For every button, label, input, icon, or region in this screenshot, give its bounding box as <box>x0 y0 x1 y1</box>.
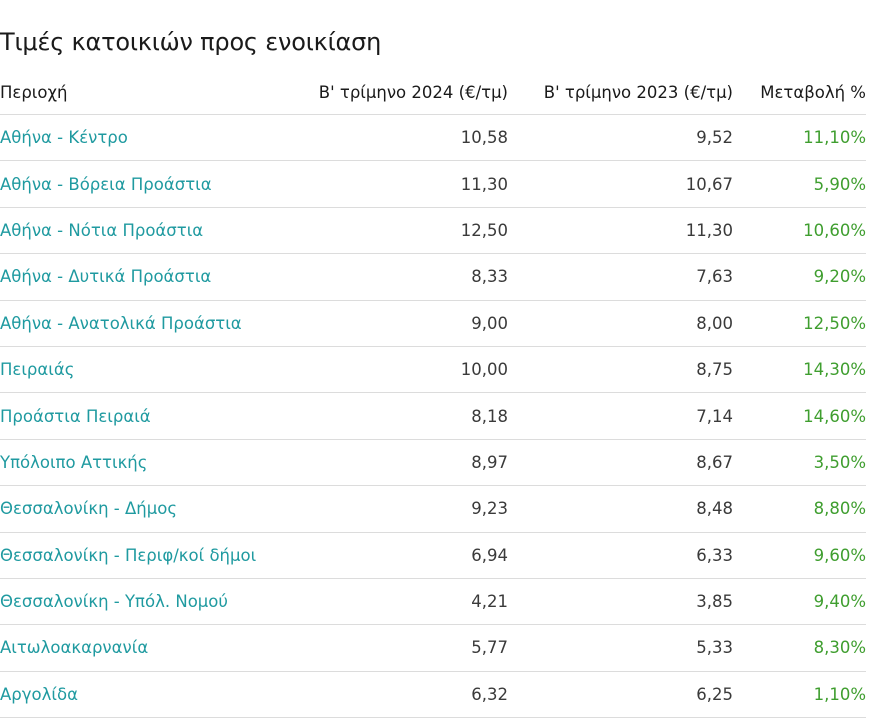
table-row: Πειραιάς 10,00 8,75 14,30% <box>0 346 866 394</box>
value-q2-2024: 5,77 <box>300 624 508 672</box>
value-q2-2023: 8,48 <box>508 485 733 533</box>
value-q2-2024: 11,30 <box>300 160 508 208</box>
value-q2-2023: 3,85 <box>508 578 733 626</box>
value-change: 8,30% <box>733 624 866 672</box>
table-row: Θεσσαλονίκη - Περιφ/κοί δήμοι 6,94 6,33 … <box>0 532 866 579</box>
region-link[interactable]: Θεσσαλονίκη - Περιφ/κοί δήμοι <box>0 532 300 579</box>
value-q2-2023: 5,33 <box>508 624 733 672</box>
value-change: 5,90% <box>733 160 866 208</box>
table-row: Αργολίδα 6,32 6,25 1,10% <box>0 671 866 719</box>
value-change: 11,10% <box>733 114 866 162</box>
column-header-region: Περιοχή <box>0 70 300 115</box>
table-row: Αθήνα - Κέντρο 10,58 9,52 11,10% <box>0 114 866 162</box>
value-change: 8,80% <box>733 485 866 533</box>
table-row: Αθήνα - Νότια Προάστια 12,50 11,30 10,60… <box>0 207 866 255</box>
column-header-q2-2023: Β' τρίμηνο 2023 (€/τμ) <box>508 70 733 115</box>
value-q2-2024: 8,33 <box>300 253 508 301</box>
region-link[interactable]: Αργολίδα <box>0 671 300 719</box>
value-q2-2023: 10,67 <box>508 160 733 208</box>
value-q2-2024: 8,18 <box>300 392 508 440</box>
region-link[interactable]: Αθήνα - Δυτικά Προάστια <box>0 253 300 301</box>
value-q2-2023: 6,25 <box>508 671 733 719</box>
value-q2-2024: 9,00 <box>300 300 508 347</box>
value-change: 9,20% <box>733 253 866 301</box>
table-row: Θεσσαλονίκη - Υπόλ. Νομού 4,21 3,85 9,40… <box>0 578 866 626</box>
region-link[interactable]: Αθήνα - Νότια Προάστια <box>0 207 300 255</box>
region-link[interactable]: Αιτωλοακαρνανία <box>0 624 300 672</box>
table-row: Αθήνα - Δυτικά Προάστια 8,33 7,63 9,20% <box>0 253 866 301</box>
value-q2-2024: 8,97 <box>300 439 508 487</box>
value-change: 14,30% <box>733 346 866 394</box>
value-q2-2024: 10,00 <box>300 346 508 394</box>
table-row: Αθήνα - Ανατολικά Προάστια 9,00 8,00 12,… <box>0 300 866 347</box>
table-row: Υπόλοιπο Αττικής 8,97 8,67 3,50% <box>0 439 866 487</box>
value-q2-2023: 7,63 <box>508 253 733 301</box>
region-link[interactable]: Προάστια Πειραιά <box>0 392 300 440</box>
value-change: 9,60% <box>733 532 866 579</box>
region-link[interactable]: Θεσσαλονίκη - Δήμος <box>0 485 300 533</box>
table-row: Αθήνα - Βόρεια Προάστια 11,30 10,67 5,90… <box>0 160 866 208</box>
value-q2-2023: 8,00 <box>508 300 733 347</box>
value-q2-2023: 8,67 <box>508 439 733 487</box>
value-q2-2023: 7,14 <box>508 392 733 440</box>
value-q2-2024: 10,58 <box>300 114 508 162</box>
region-link[interactable]: Αθήνα - Ανατολικά Προάστια <box>0 300 300 347</box>
value-q2-2024: 6,94 <box>300 532 508 579</box>
table-row: Προάστια Πειραιά 8,18 7,14 14,60% <box>0 392 866 440</box>
region-link[interactable]: Αθήνα - Βόρεια Προάστια <box>0 160 300 208</box>
value-change: 9,40% <box>733 578 866 626</box>
value-change: 3,50% <box>733 439 866 487</box>
region-link[interactable]: Θεσσαλονίκη - Υπόλ. Νομού <box>0 578 300 626</box>
value-q2-2023: 11,30 <box>508 207 733 255</box>
value-change: 1,10% <box>733 671 866 719</box>
page-title: Τιμές κατοικιών προς ενοικίαση <box>0 28 382 56</box>
column-header-change: Μεταβολή % <box>733 70 866 115</box>
table-row: Θεσσαλονίκη - Δήμος 9,23 8,48 8,80% <box>0 485 866 533</box>
value-q2-2024: 9,23 <box>300 485 508 533</box>
region-link[interactable]: Αθήνα - Κέντρο <box>0 114 300 162</box>
table-row: Αιτωλοακαρνανία 5,77 5,33 8,30% <box>0 624 866 672</box>
column-header-q2-2024: Β' τρίμηνο 2024 (€/τμ) <box>300 70 508 115</box>
value-q2-2024: 4,21 <box>300 578 508 626</box>
rent-prices-table: Περιοχή Β' τρίμηνο 2024 (€/τμ) Β' τρίμην… <box>0 70 866 719</box>
value-change: 12,50% <box>733 300 866 347</box>
table-header-row: Περιοχή Β' τρίμηνο 2024 (€/τμ) Β' τρίμην… <box>0 70 866 115</box>
value-q2-2024: 6,32 <box>300 671 508 719</box>
value-change: 14,60% <box>733 392 866 440</box>
value-q2-2023: 6,33 <box>508 532 733 579</box>
region-link[interactable]: Πειραιάς <box>0 346 300 394</box>
value-q2-2024: 12,50 <box>300 207 508 255</box>
region-link[interactable]: Υπόλοιπο Αττικής <box>0 439 300 487</box>
value-q2-2023: 9,52 <box>508 114 733 162</box>
value-q2-2023: 8,75 <box>508 346 733 394</box>
value-change: 10,60% <box>733 207 866 255</box>
